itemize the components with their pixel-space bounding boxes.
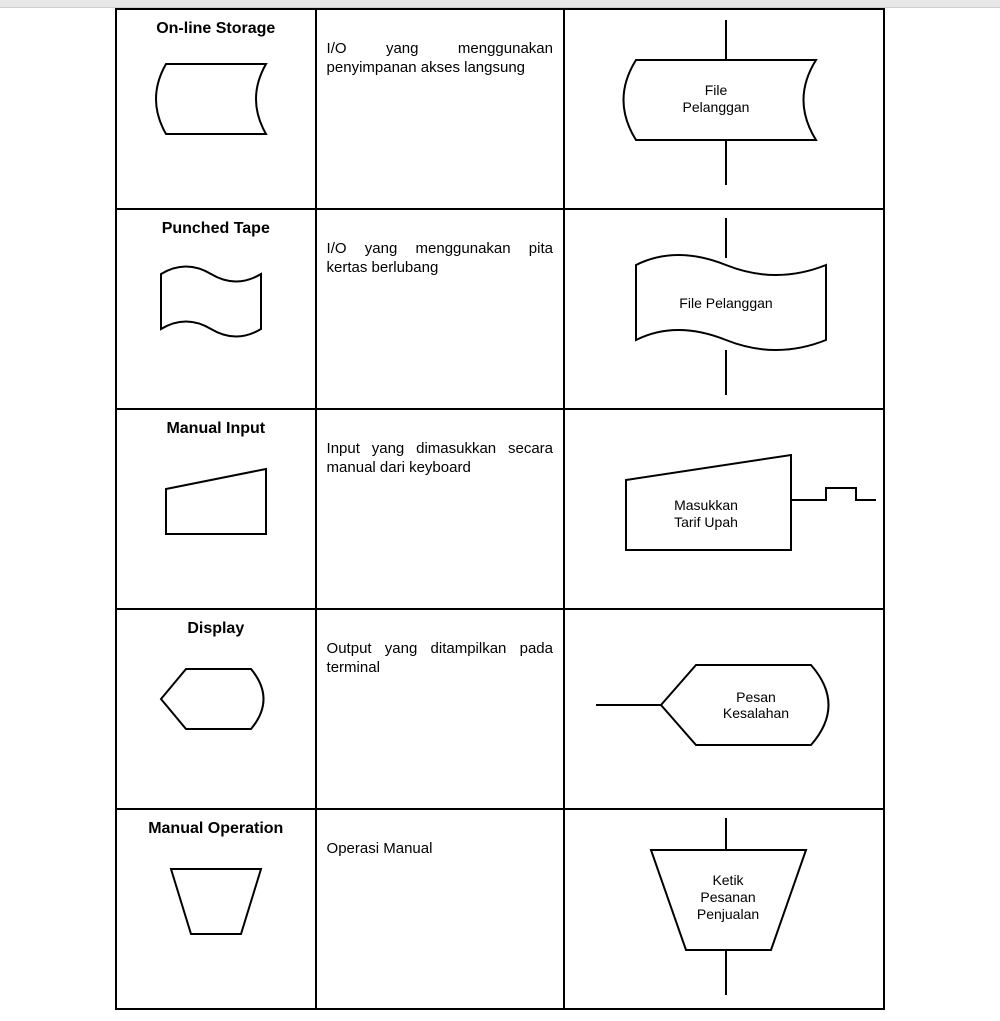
symbol-cell: On-line Storage bbox=[116, 9, 316, 209]
example-label-line1: File bbox=[705, 82, 728, 98]
symbol-shape bbox=[117, 44, 315, 154]
symbol-shape bbox=[117, 844, 315, 954]
manual-input-example-icon: Masukkan Tarif Upah bbox=[566, 410, 882, 606]
example-label-line2: Pesanan bbox=[700, 889, 755, 905]
symbol-description: Output yang ditampilkan pada terminal bbox=[317, 610, 563, 688]
example-cell: Pesan Kesalahan bbox=[564, 609, 884, 809]
symbol-title: Display bbox=[117, 610, 315, 644]
example-cell: File Pelanggan bbox=[564, 209, 884, 409]
symbol-shape bbox=[117, 244, 315, 354]
symbol-cell: Manual Operation bbox=[116, 809, 316, 1009]
example-label-line2: Tarif Upah bbox=[674, 514, 738, 530]
example-label-line2: Kesalahan bbox=[723, 705, 789, 721]
description-cell: Operasi Manual bbox=[316, 809, 564, 1009]
symbol-shape bbox=[117, 644, 315, 754]
example-cell: File Pelanggan bbox=[564, 9, 884, 209]
example-label: File Pelanggan bbox=[679, 295, 772, 311]
punched-tape-example-icon: File Pelanggan bbox=[566, 210, 882, 406]
symbol-description: I/O yang menggunakan pita kertas berluba… bbox=[317, 210, 563, 288]
symbol-title: Manual Operation bbox=[117, 810, 315, 844]
symbol-cell: Display bbox=[116, 609, 316, 809]
display-example-icon: Pesan Kesalahan bbox=[566, 610, 882, 806]
symbol-title: On-line Storage bbox=[117, 10, 315, 44]
table-row: Manual Operation Operasi Manual Ketik Pe… bbox=[116, 809, 884, 1009]
example-label-line1: Pesan bbox=[736, 689, 776, 705]
example-label-line3: Penjualan bbox=[697, 906, 759, 922]
example-label-line1: Masukkan bbox=[674, 497, 738, 513]
example-cell: Ketik Pesanan Penjualan bbox=[564, 809, 884, 1009]
top-border bbox=[0, 0, 1000, 8]
example-label-line2: Pelanggan bbox=[683, 99, 750, 115]
table-row: On-line Storage I/O yang menggunakan pen… bbox=[116, 9, 884, 209]
description-cell: I/O yang menggunakan penyimpanan akses l… bbox=[316, 9, 564, 209]
manual-operation-example-icon: Ketik Pesanan Penjualan bbox=[566, 810, 882, 1006]
symbol-title: Punched Tape bbox=[117, 210, 315, 244]
symbol-description: I/O yang menggunakan penyimpanan akses l… bbox=[317, 10, 563, 88]
punched-tape-icon bbox=[136, 244, 296, 354]
symbol-description: Input yang dimasukkan secara manual dari… bbox=[317, 410, 563, 488]
description-cell: Output yang ditampilkan pada terminal bbox=[316, 609, 564, 809]
manual-input-icon bbox=[136, 444, 296, 554]
symbol-shape bbox=[117, 444, 315, 554]
example-cell: Masukkan Tarif Upah bbox=[564, 409, 884, 609]
symbol-title: Manual Input bbox=[117, 410, 315, 444]
online-storage-icon bbox=[136, 44, 296, 154]
manual-operation-icon bbox=[136, 844, 296, 954]
description-cell: Input yang dimasukkan secara manual dari… bbox=[316, 409, 564, 609]
symbol-cell: Manual Input bbox=[116, 409, 316, 609]
table-row: Display Output yang ditampilkan pada ter… bbox=[116, 609, 884, 809]
symbol-description: Operasi Manual bbox=[317, 810, 563, 869]
symbol-cell: Punched Tape bbox=[116, 209, 316, 409]
description-cell: I/O yang menggunakan pita kertas berluba… bbox=[316, 209, 564, 409]
table-row: Punched Tape I/O yang menggunakan pita k… bbox=[116, 209, 884, 409]
table-row: Manual Input Input yang dimasukkan secar… bbox=[116, 409, 884, 609]
online-storage-example-icon: File Pelanggan bbox=[566, 10, 882, 206]
example-label-line1: Ketik bbox=[712, 872, 744, 888]
flowchart-symbols-table: On-line Storage I/O yang menggunakan pen… bbox=[115, 8, 885, 1010]
page: On-line Storage I/O yang menggunakan pen… bbox=[0, 0, 1000, 1021]
display-icon bbox=[136, 644, 296, 754]
